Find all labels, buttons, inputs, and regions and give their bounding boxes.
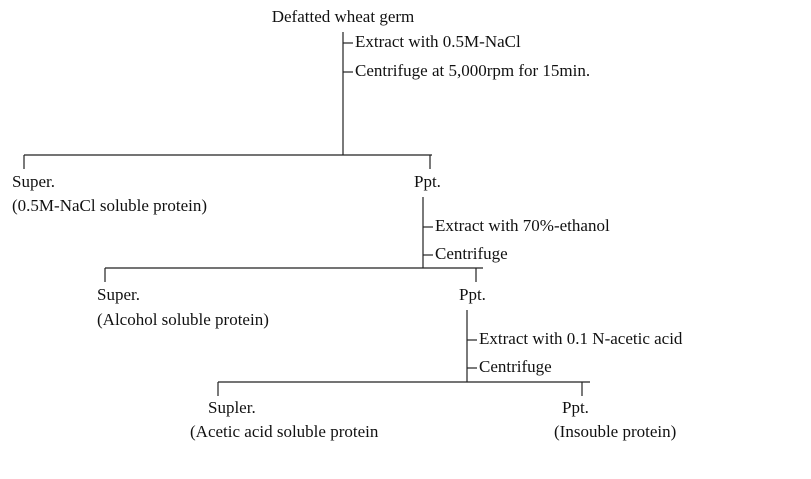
step: Extract with 70%-ethanol xyxy=(435,216,610,235)
super-desc: (Acetic acid soluble protein xyxy=(190,422,379,441)
root-label: Defatted wheat germ xyxy=(272,7,415,26)
ppt-label: Ppt. xyxy=(562,398,589,417)
step: Centrifuge at 5,000rpm for 15min. xyxy=(355,61,590,80)
ppt-label: Ppt. xyxy=(414,172,441,191)
super-label: Super. xyxy=(97,285,140,304)
step: Centrifuge xyxy=(435,244,508,263)
super-desc: (0.5M-NaCl soluble protein) xyxy=(12,196,207,215)
ppt-desc: (Insouble protein) xyxy=(554,422,676,441)
step: Centrifuge xyxy=(479,357,552,376)
super-label: Supler. xyxy=(208,398,256,417)
step: Extract with 0.1 N-acetic acid xyxy=(479,329,683,348)
ppt-label: Ppt. xyxy=(459,285,486,304)
step: Extract with 0.5M-NaCl xyxy=(355,32,521,51)
super-desc: (Alcohol soluble protein) xyxy=(97,310,269,329)
super-label: Super. xyxy=(12,172,55,191)
